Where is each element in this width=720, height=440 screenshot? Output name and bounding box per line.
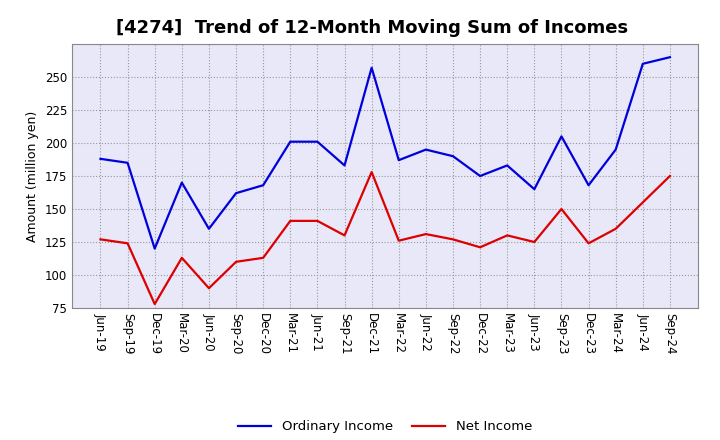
Net Income — [665, 173, 674, 179]
Ordinary Income — [584, 183, 593, 188]
Ordinary Income — [313, 139, 322, 144]
Ordinary Income — [367, 65, 376, 70]
Net Income — [639, 200, 647, 205]
Net Income — [476, 245, 485, 250]
Line: Ordinary Income: Ordinary Income — [101, 57, 670, 249]
Legend: Ordinary Income, Net Income: Ordinary Income, Net Income — [233, 415, 538, 439]
Ordinary Income — [96, 156, 105, 161]
Ordinary Income — [123, 160, 132, 165]
Net Income — [421, 231, 430, 237]
Ordinary Income — [503, 163, 511, 168]
Net Income — [449, 237, 457, 242]
Ordinary Income — [476, 173, 485, 179]
Ordinary Income — [530, 187, 539, 192]
Line: Net Income: Net Income — [101, 172, 670, 304]
Net Income — [204, 286, 213, 291]
Net Income — [96, 237, 105, 242]
Ordinary Income — [286, 139, 294, 144]
Net Income — [395, 238, 403, 243]
Net Income — [123, 241, 132, 246]
Net Income — [367, 169, 376, 175]
Ordinary Income — [557, 134, 566, 139]
Ordinary Income — [639, 61, 647, 66]
Ordinary Income — [611, 147, 620, 152]
Text: [4274]  Trend of 12-Month Moving Sum of Incomes: [4274] Trend of 12-Month Moving Sum of I… — [116, 19, 628, 37]
Net Income — [611, 226, 620, 231]
Ordinary Income — [449, 154, 457, 159]
Ordinary Income — [150, 246, 159, 251]
Y-axis label: Amount (million yen): Amount (million yen) — [26, 110, 39, 242]
Ordinary Income — [665, 55, 674, 60]
Ordinary Income — [259, 183, 268, 188]
Net Income — [286, 218, 294, 224]
Net Income — [150, 301, 159, 307]
Ordinary Income — [341, 163, 349, 168]
Net Income — [232, 259, 240, 264]
Ordinary Income — [204, 226, 213, 231]
Net Income — [530, 239, 539, 245]
Net Income — [503, 233, 511, 238]
Ordinary Income — [395, 158, 403, 163]
Ordinary Income — [232, 191, 240, 196]
Net Income — [557, 206, 566, 212]
Ordinary Income — [421, 147, 430, 152]
Net Income — [584, 241, 593, 246]
Net Income — [313, 218, 322, 224]
Net Income — [259, 255, 268, 260]
Net Income — [178, 255, 186, 260]
Ordinary Income — [178, 180, 186, 185]
Net Income — [341, 233, 349, 238]
